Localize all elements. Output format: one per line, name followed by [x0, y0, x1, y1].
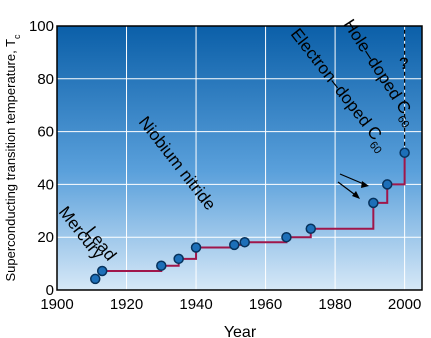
data-point-1995	[381, 179, 393, 190]
question-mark: ?	[399, 54, 408, 73]
x-tick-label-1900: 1900	[40, 296, 73, 313]
y-tick-labels: 0 20 40 60 80 100	[29, 18, 54, 299]
data-point-1911	[89, 273, 101, 285]
y-axis-label: Superconducting transition temperature, …	[3, 34, 22, 282]
x-tick-label-1960: 1960	[249, 296, 282, 313]
grid	[57, 26, 422, 290]
data-point-1930	[156, 260, 167, 271]
data-point-1935	[173, 253, 184, 265]
y-tick-label-40: 40	[37, 176, 54, 193]
data-point-1913	[96, 265, 108, 277]
data-points	[89, 147, 410, 285]
y-tick-label-60: 60	[37, 124, 54, 141]
data-point-2000	[399, 147, 410, 158]
data-point-1973	[305, 223, 317, 235]
annotation-arrows	[337, 173, 369, 199]
y-tick-label-80: 80	[37, 71, 54, 88]
x-tick-label-1980: 1980	[318, 296, 351, 313]
arrow-to-1995	[339, 173, 367, 186]
data-point-1991	[368, 197, 379, 209]
plot-background	[57, 26, 422, 290]
arrow-head-1995	[361, 181, 369, 188]
y-tick-label-0: 0	[46, 282, 54, 299]
x-tick-label-1920: 1920	[110, 296, 143, 313]
y-tick-label-20: 20	[37, 229, 54, 246]
y-axis-label-text: Superconducting transition temperature, …	[3, 39, 18, 282]
plot-frame	[56, 25, 423, 291]
x-tick-label-2000: 2000	[388, 296, 421, 313]
data-point-1951	[229, 239, 240, 251]
data-point-1954	[239, 236, 250, 248]
y-axis-label-subscript: c	[12, 34, 22, 39]
data-point-1940	[190, 242, 202, 253]
x-tick-label-1940: 1940	[179, 296, 212, 313]
data-point-1966	[281, 231, 292, 243]
electron-doped-subscript: 60	[367, 139, 384, 156]
x-axis-label: Year	[224, 324, 257, 338]
x-tick-labels: 1900 1920 1940 1960 1980 2000	[40, 296, 421, 313]
arrow-head-1991	[352, 191, 360, 199]
y-tick-label-100: 100	[29, 18, 54, 35]
hole-doped-subscript: 60	[395, 114, 412, 131]
